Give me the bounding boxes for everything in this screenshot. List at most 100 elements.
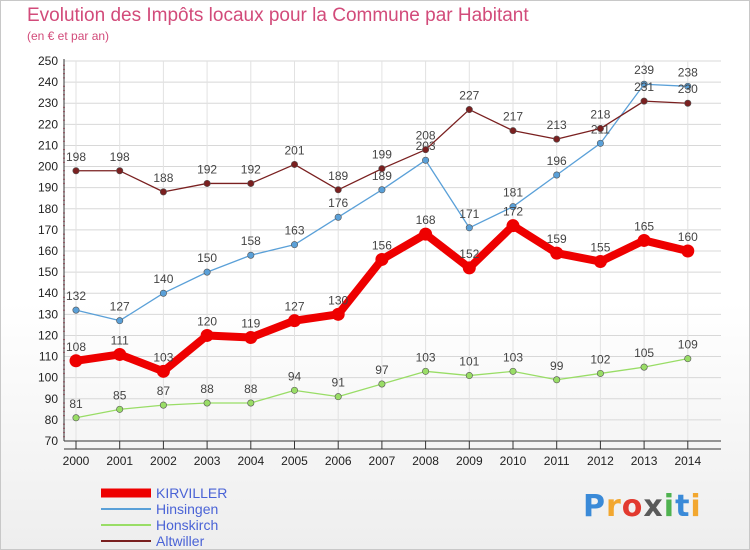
data-label-kirviller: 168 <box>416 213 436 227</box>
data-label-altwiller: 230 <box>678 82 698 96</box>
data-label-kirviller: 130 <box>328 293 348 307</box>
data-label-hinsingen: 181 <box>503 186 523 200</box>
legend-label: Honskirch <box>156 517 219 533</box>
logo-letter: r <box>606 489 622 524</box>
y-tick-label: 220 <box>38 117 58 131</box>
data-label-hinsingen: 163 <box>284 224 304 238</box>
data-label-kirviller: 165 <box>634 219 654 233</box>
data-label-hinsingen: 140 <box>153 272 173 286</box>
data-point-altwiller <box>247 179 255 187</box>
data-point-hinsingen <box>378 186 386 194</box>
x-tick-label: 2008 <box>412 454 439 468</box>
data-label-honskirch: 102 <box>590 352 610 366</box>
legend-label: Hinsingen <box>156 501 219 517</box>
data-label-altwiller: 231 <box>634 80 654 94</box>
data-label-honskirch: 81 <box>69 397 83 411</box>
data-label-kirviller: 111 <box>111 333 130 347</box>
data-label-honskirch: 99 <box>550 359 564 373</box>
logo-letter: i <box>690 489 702 524</box>
data-point-kirviller <box>681 244 695 258</box>
data-point-altwiller <box>640 97 648 105</box>
data-label-kirviller: 172 <box>503 205 523 219</box>
data-label-altwiller: 192 <box>241 162 261 176</box>
data-point-honskirch <box>422 367 430 375</box>
data-label-honskirch: 94 <box>288 369 302 383</box>
y-tick-label: 250 <box>38 54 58 68</box>
chart-title: Evolution des Impôts locaux pour la Comm… <box>27 5 529 26</box>
data-label-honskirch: 103 <box>416 350 436 364</box>
x-tick-label: 2005 <box>281 454 308 468</box>
data-label-hinsingen: 150 <box>197 251 217 265</box>
data-point-hinsingen <box>72 306 80 314</box>
data-point-kirviller <box>593 255 607 269</box>
y-tick-label: 230 <box>38 96 58 110</box>
x-tick-label: 2000 <box>63 454 90 468</box>
data-label-honskirch: 85 <box>113 388 127 402</box>
data-point-kirviller <box>550 246 564 260</box>
data-label-kirviller: 119 <box>241 317 260 331</box>
data-label-altwiller: 198 <box>66 150 86 164</box>
data-label-altwiller: 189 <box>328 169 348 183</box>
y-tick-label: 100 <box>38 371 58 385</box>
data-point-honskirch <box>596 369 604 377</box>
proxiti-logo: Proxiti <box>583 489 702 524</box>
data-label-honskirch: 88 <box>244 382 258 396</box>
data-label-altwiller: 198 <box>110 150 130 164</box>
data-point-altwiller <box>334 186 342 194</box>
data-label-honskirch: 103 <box>503 350 523 364</box>
y-tick-label: 110 <box>39 350 58 364</box>
data-point-altwiller <box>159 188 167 196</box>
data-label-hinsingen: 158 <box>241 234 261 248</box>
data-point-kirviller <box>331 307 345 321</box>
data-point-altwiller <box>553 135 561 143</box>
data-point-honskirch <box>684 355 692 363</box>
data-point-altwiller <box>116 167 124 175</box>
data-point-kirviller <box>244 331 258 345</box>
data-point-hinsingen <box>596 139 604 147</box>
x-tick-label: 2010 <box>500 454 527 468</box>
data-point-altwiller <box>509 127 517 135</box>
x-tick-label: 2013 <box>631 454 658 468</box>
data-label-honskirch: 88 <box>200 382 214 396</box>
data-point-hinsingen <box>640 80 648 88</box>
legend-swatch <box>101 508 151 510</box>
data-point-kirviller <box>156 364 170 378</box>
data-point-hinsingen <box>684 82 692 90</box>
x-tick-label: 2006 <box>325 454 352 468</box>
y-tick-label: 190 <box>38 181 58 195</box>
data-label-hinsingen: 176 <box>328 196 348 210</box>
data-point-honskirch <box>553 376 561 384</box>
legend-label: Altwiller <box>156 533 205 549</box>
data-point-hinsingen <box>465 224 473 232</box>
y-tick-label: 90 <box>45 392 59 406</box>
data-label-altwiller: 213 <box>547 118 567 132</box>
data-label-altwiller: 218 <box>590 108 610 122</box>
data-point-hinsingen <box>116 317 124 325</box>
data-label-hinsingen: 196 <box>547 154 567 168</box>
x-tick-label: 2001 <box>106 454 133 468</box>
data-label-honskirch: 105 <box>634 346 654 360</box>
data-point-honskirch <box>465 372 473 380</box>
x-tick-label: 2007 <box>369 454 396 468</box>
data-point-altwiller <box>465 106 473 114</box>
legend-swatch <box>101 540 151 542</box>
data-label-altwiller: 199 <box>372 148 392 162</box>
logo-letter: i <box>663 489 676 524</box>
data-point-honskirch <box>509 367 517 375</box>
data-label-altwiller: 201 <box>284 143 304 157</box>
x-tick-label: 2009 <box>456 454 483 468</box>
y-tick-label: 180 <box>38 202 58 216</box>
data-point-hinsingen <box>553 171 561 179</box>
data-point-honskirch <box>247 399 255 407</box>
data-label-kirviller: 127 <box>284 300 304 314</box>
data-label-altwiller: 208 <box>416 129 436 143</box>
x-tick-label: 2014 <box>674 454 701 468</box>
data-label-altwiller: 188 <box>153 171 173 185</box>
data-label-honskirch: 109 <box>678 338 698 352</box>
data-label-altwiller: 192 <box>197 162 217 176</box>
data-point-hinsingen <box>422 156 430 164</box>
data-label-hinsingen: 238 <box>678 65 698 79</box>
data-point-hinsingen <box>334 213 342 221</box>
